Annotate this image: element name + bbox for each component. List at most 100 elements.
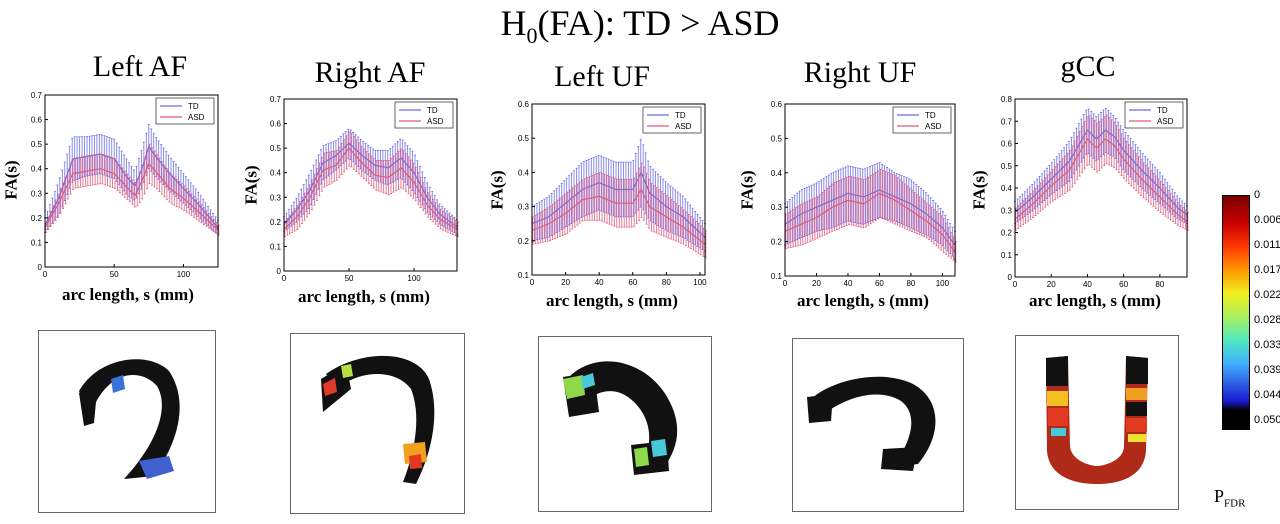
colorbar-tick: 0	[1254, 189, 1261, 201]
legend-label: TD	[925, 111, 936, 120]
xlabel-left-uf: arc length, s (mm)	[546, 291, 678, 310]
y-tick-label: 0.2	[270, 218, 282, 227]
series-asd-errorbars	[283, 131, 459, 238]
y-tick-label: 0	[38, 263, 43, 272]
y-tick-label: 0.2	[31, 214, 43, 223]
y-tick-label: 0.2	[518, 237, 530, 246]
panel-title-left-af: Left AF	[92, 50, 188, 83]
chart-right-uf: 0.1 0.2 0.3 0.4 0.5 0.6 0 20 40 60 80 100 TD ASD	[771, 100, 957, 288]
x-tick-label: 100	[693, 278, 707, 287]
tract-image-right-af	[290, 333, 465, 514]
y-tick-label: 0.4	[518, 168, 530, 177]
plot-axes	[531, 103, 706, 276]
x-tick-label: 20	[561, 278, 570, 287]
colorbar-tick: 0.039	[1254, 364, 1280, 376]
colorbar-tick: 0.028	[1254, 314, 1280, 326]
tract-image-right-uf	[792, 338, 964, 512]
tract-image-left-af	[38, 330, 216, 513]
series-asd-errorbars	[1014, 114, 1189, 231]
colorbar-tick: 0.033	[1254, 339, 1280, 351]
x-tick-label: 0	[783, 279, 788, 288]
y-tick-label: 0.4	[31, 165, 43, 174]
x-tick-label: 40	[844, 279, 853, 288]
y-tick-label: 0.6	[518, 100, 530, 109]
legend-label: TD	[1157, 106, 1168, 115]
series-asd-mean-line	[784, 192, 956, 253]
y-tick-label: 0.2	[1001, 229, 1013, 238]
chart-gcc: 0 0.1 0.2 0.3 0.4 0.5 0.6 0.7 0.8 0 20 40 60 80 TD ASD	[1001, 95, 1189, 289]
y-tick-label: 0.3	[1001, 206, 1013, 215]
series-asd-mean-line	[44, 162, 219, 231]
x-tick-label: 60	[875, 279, 884, 288]
colorbar-tick: 0.017	[1254, 264, 1280, 276]
legend-box	[394, 101, 454, 129]
legend-label: ASD	[188, 113, 205, 122]
x-tick-label: 20	[812, 279, 821, 288]
x-tick-label: 40	[595, 278, 604, 287]
y-tick-label: 0.1	[31, 238, 43, 247]
legend-label: TD	[188, 102, 199, 111]
x-tick-label: 0	[530, 278, 535, 287]
chart-right-af: 0 0.1 0.2 0.3 0.4 0.5 0.6 0.7 0 50 100 TD ASD	[270, 95, 459, 283]
colorbar-tick: 0.011	[1254, 239, 1280, 251]
tract-image-gcc	[1015, 335, 1179, 510]
x-tick-label: 20	[1047, 280, 1056, 289]
legend-label: ASD	[427, 117, 444, 126]
legend-label: TD	[675, 111, 686, 120]
legend-label: ASD	[675, 122, 692, 131]
plot-axes	[44, 94, 219, 268]
colorbar-tick: 0.044	[1254, 389, 1280, 401]
ylabel-left-uf: FA(s)	[487, 170, 507, 210]
y-tick-label: 0.4	[270, 169, 282, 178]
y-tick-label: 0.3	[31, 189, 43, 198]
plot-axes	[283, 98, 458, 272]
y-tick-label: 0.6	[270, 120, 282, 129]
legend-box	[642, 106, 702, 134]
chart-left-af: 0 0.1 0.2 0.3 0.4 0.5 0.6 0.7 0 50 100 TD ASD	[31, 91, 220, 279]
xlabel-gcc: arc length, s (mm)	[1029, 291, 1161, 310]
series-asd-errorbars	[44, 143, 220, 236]
colorbar-tick: 0.006	[1254, 214, 1280, 226]
y-tick-label: 0.6	[1001, 140, 1013, 149]
y-tick-label: 0.3	[518, 203, 530, 212]
y-tick-label: 0.6	[31, 116, 43, 125]
y-tick-label: 0.6	[771, 100, 783, 109]
y-tick-label: 0.7	[1001, 117, 1013, 126]
panel-title-right-uf: Right UF	[803, 56, 917, 89]
legend-label: ASD	[1157, 117, 1174, 126]
xlabel-left-af: arc length, s (mm)	[62, 285, 194, 304]
y-tick-label: 0.5	[1001, 162, 1013, 171]
x-tick-label: 0	[43, 270, 48, 279]
series-td-errorbars	[283, 128, 458, 235]
ylabel-left-af: FA(s)	[1, 160, 21, 200]
x-tick-label: 0	[282, 274, 287, 283]
legend-label: TD	[427, 106, 438, 115]
y-tick-label: 0.4	[1001, 184, 1013, 193]
xlabel-right-af: arc length, s (mm)	[298, 287, 430, 306]
y-tick-label: 0.5	[771, 134, 783, 143]
pfdr-colorbar	[1222, 195, 1250, 430]
x-tick-label: 100	[936, 279, 950, 288]
x-tick-label: 80	[662, 278, 671, 287]
legend-box	[155, 97, 215, 125]
y-tick-label: 0.3	[270, 193, 282, 202]
y-tick-label: 0.1	[771, 272, 783, 281]
series-asd-mean-line	[1014, 138, 1188, 222]
y-tick-label: 0.1	[1001, 251, 1013, 260]
y-tick-label: 0.7	[31, 91, 43, 100]
tract-image-left-uf	[538, 336, 712, 512]
series-asd-mean-line	[283, 147, 458, 230]
x-tick-label: 80	[906, 279, 915, 288]
y-tick-label: 0.1	[518, 271, 530, 280]
y-tick-label: 0.5	[31, 140, 43, 149]
ylabel-gcc: FA(s)	[969, 170, 989, 210]
legend-box	[1124, 101, 1184, 129]
x-tick-label: 80	[1155, 280, 1164, 289]
y-tick-label: 0.3	[771, 203, 783, 212]
y-tick-label: 0.2	[771, 238, 783, 247]
colorbar-tick: 0.050	[1254, 414, 1280, 426]
y-tick-label: 0.8	[1001, 95, 1013, 104]
y-tick-label: 0.4	[771, 169, 783, 178]
x-tick-label: 50	[110, 270, 119, 279]
panel-title-gcc: gCC	[1060, 50, 1116, 83]
